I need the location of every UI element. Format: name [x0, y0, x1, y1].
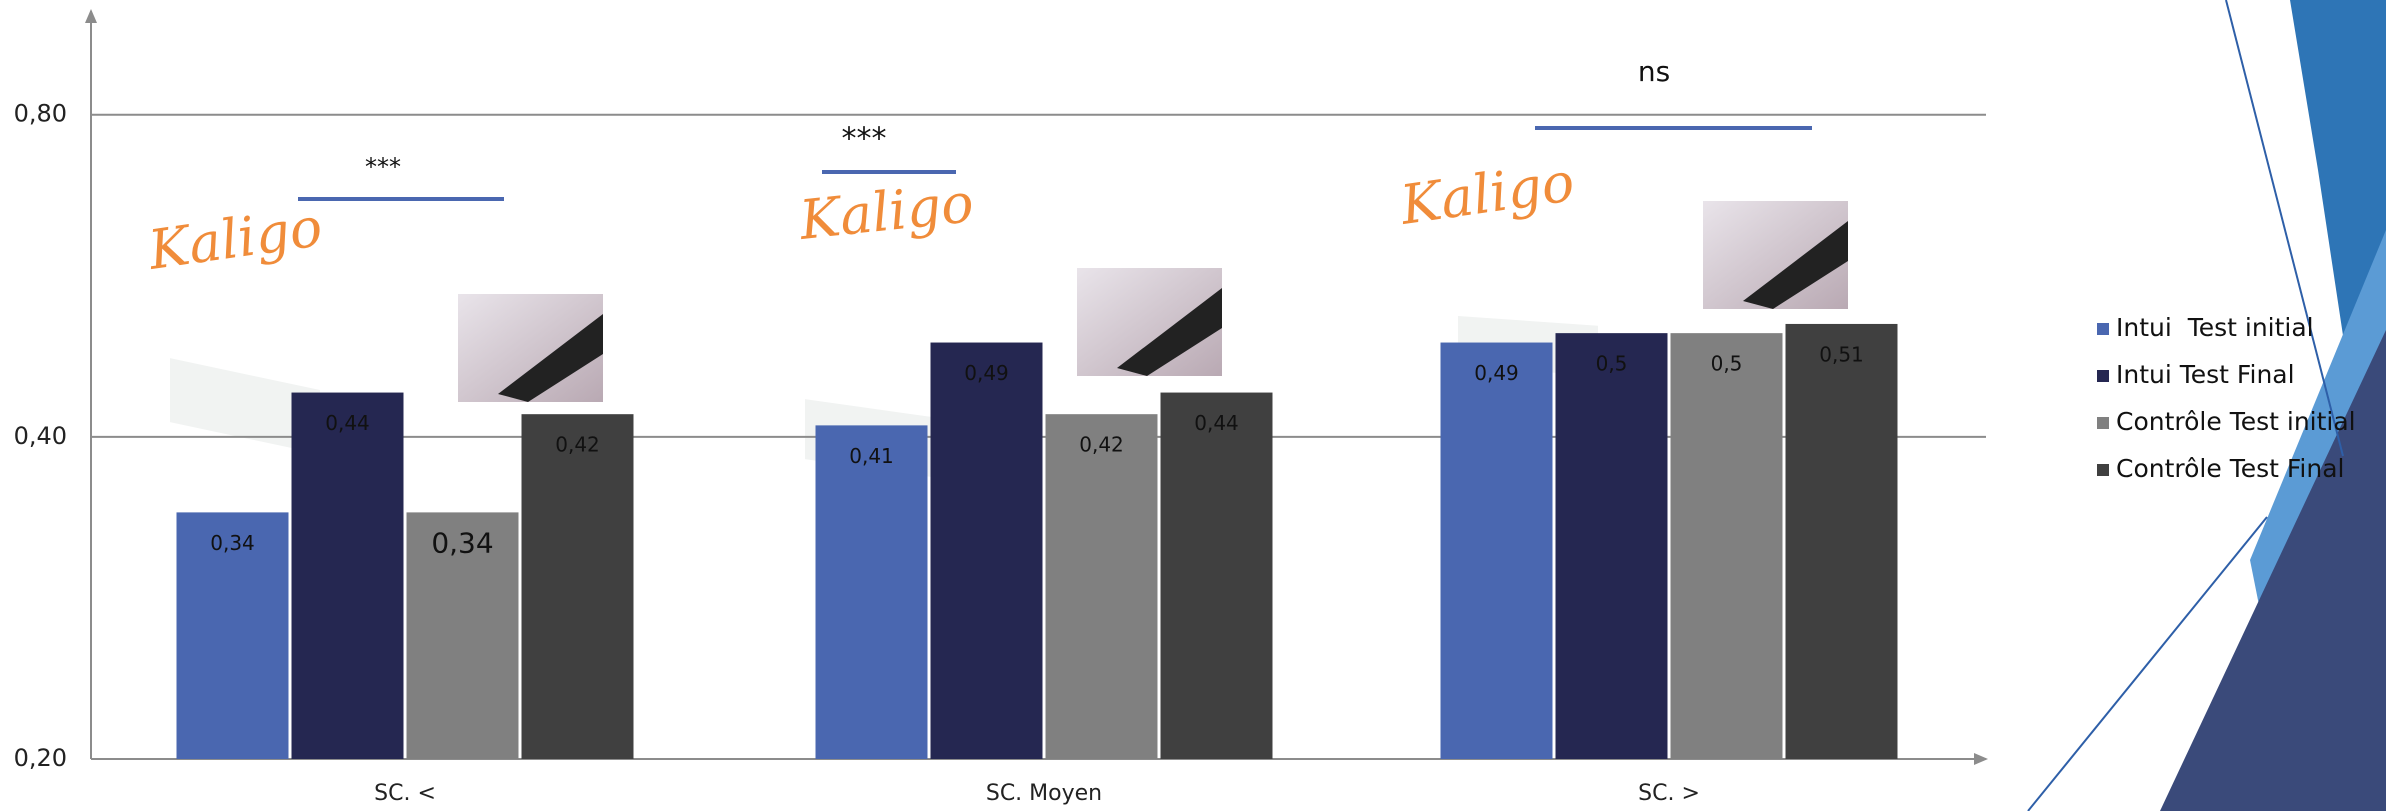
- legend-label: Contrôle Test initial: [2116, 407, 2356, 436]
- data-label: 0,42: [1079, 433, 1124, 457]
- data-label: 0,49: [1474, 361, 1519, 385]
- y-axis-arrow: [85, 9, 97, 23]
- legend-label: Intui Test Final: [2116, 360, 2295, 389]
- bar: [1160, 392, 1273, 759]
- legend-marker: [2097, 323, 2109, 335]
- bar: [1440, 342, 1553, 759]
- x-axis-arrow: [1974, 753, 1988, 765]
- bar: [1045, 414, 1158, 759]
- data-label: 0,42: [555, 433, 600, 457]
- annotation: ***: [365, 153, 401, 181]
- bar: [1555, 333, 1668, 759]
- logo: Kaligo: [1396, 150, 1578, 237]
- decoration: [2027, 0, 2386, 811]
- y-tick-label: 0,80: [14, 100, 67, 128]
- logo: Kaligo: [796, 171, 977, 252]
- data-label: 0,5: [1711, 352, 1743, 376]
- data-label: 0,44: [325, 411, 370, 435]
- bar: [521, 414, 634, 759]
- bar: [1670, 333, 1783, 759]
- annotation: ns: [1638, 55, 1670, 88]
- data-label: 0,51: [1819, 342, 1864, 366]
- legend-marker: [2097, 370, 2109, 382]
- data-label: 0,49: [964, 361, 1009, 385]
- data-label: 0,34: [210, 531, 255, 555]
- legend-label: Contrôle Test Final: [2116, 454, 2345, 483]
- bar: [291, 392, 404, 759]
- data-label: 0,5: [1596, 352, 1628, 376]
- bar: [815, 425, 928, 759]
- logo: Kaligo: [144, 195, 326, 282]
- x-tick-label: SC. >: [1638, 781, 1700, 806]
- x-tick-label: SC. <: [374, 781, 436, 806]
- bar: [1785, 323, 1898, 759]
- data-label: 0,34: [431, 526, 493, 559]
- bar: [176, 512, 289, 759]
- legend-marker: [2097, 417, 2109, 429]
- data-label: 0,41: [849, 444, 894, 468]
- legend-label: Intui Test initial: [2116, 313, 2314, 342]
- annotation: ***: [842, 122, 887, 157]
- data-label: 0,44: [1194, 411, 1239, 435]
- y-tick-label: 0,40: [14, 422, 67, 450]
- legend-marker: [2097, 464, 2109, 476]
- x-tick-label: SC. Moyen: [986, 781, 1102, 806]
- bar: [406, 512, 519, 759]
- y-tick-label: 0,20: [14, 744, 67, 772]
- bar: [930, 342, 1043, 759]
